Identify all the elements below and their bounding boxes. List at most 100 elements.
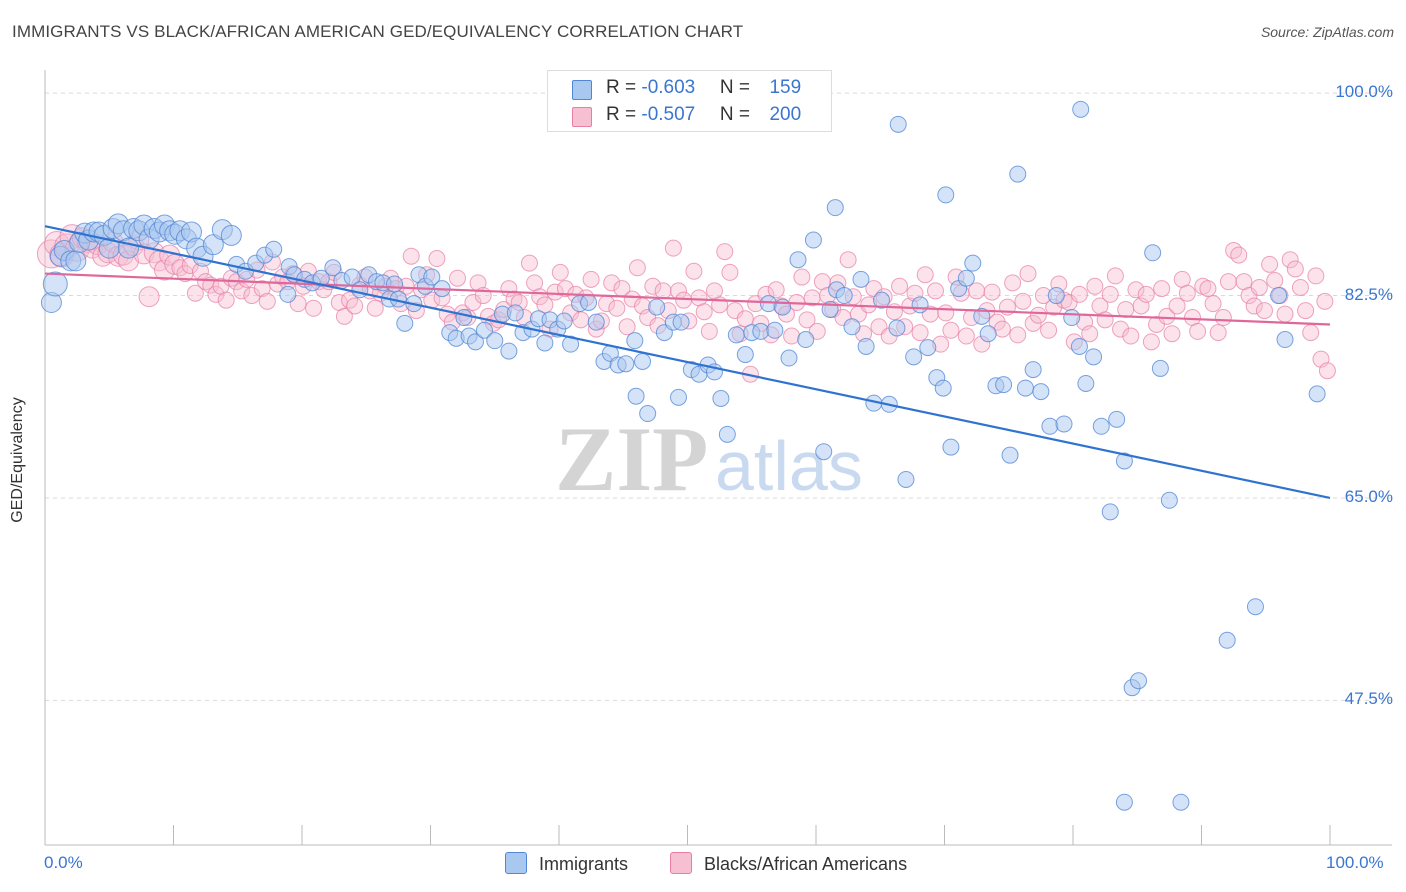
blue-point	[937, 186, 955, 204]
pink-point	[1024, 314, 1042, 332]
blue-point	[1276, 331, 1294, 349]
blue-point	[1024, 361, 1042, 379]
blue-point	[587, 313, 605, 331]
pink-point	[1204, 295, 1222, 313]
pink-point	[721, 263, 739, 281]
blue-point	[752, 322, 770, 340]
y-tick-label: 47.5%	[1344, 689, 1393, 709]
pink-point	[1122, 327, 1140, 345]
pink-point	[685, 262, 703, 280]
blue-point	[905, 348, 923, 366]
blue-point	[265, 240, 283, 258]
blue-point	[1144, 244, 1162, 262]
blue-point	[1151, 359, 1169, 377]
pink-point	[716, 243, 734, 261]
blue-point	[826, 199, 844, 217]
blue-point	[979, 325, 997, 343]
pink-point	[207, 285, 225, 303]
pink-point	[1029, 306, 1047, 324]
pink-point	[305, 299, 323, 317]
blue-point	[1055, 415, 1073, 433]
blue-point	[995, 376, 1013, 394]
pink-point	[1297, 302, 1315, 320]
pink-point	[644, 277, 662, 295]
pink-point	[1127, 281, 1145, 299]
pink-point	[736, 310, 754, 328]
pink-point	[983, 283, 1001, 301]
pink-point	[346, 297, 364, 315]
pink-point	[1009, 326, 1027, 344]
pink-point	[572, 311, 590, 329]
pink-point	[695, 303, 713, 321]
pink-point	[536, 296, 554, 314]
blue-point	[672, 313, 690, 331]
blue-point	[1160, 491, 1178, 509]
blue-point	[1077, 374, 1095, 392]
pink-point	[1302, 324, 1320, 342]
pink-point	[1316, 292, 1334, 310]
pink-point	[1163, 325, 1181, 343]
pink-point	[1199, 280, 1217, 298]
pink-point	[1281, 251, 1299, 269]
pink-point	[942, 321, 960, 339]
blue-point	[815, 443, 833, 461]
pink-point	[767, 281, 785, 299]
y-tick-label: 82.5%	[1344, 284, 1393, 304]
blue-point	[562, 335, 580, 353]
blue-point	[455, 309, 473, 327]
trend-lines	[44, 225, 1331, 500]
watermark-atlas: atlas	[715, 427, 863, 505]
pink-point	[1245, 297, 1263, 315]
pink-point	[700, 322, 718, 340]
y-tick-label: 65.0%	[1344, 486, 1393, 506]
blue-point	[396, 314, 414, 332]
legend-swatch-pink	[572, 107, 592, 127]
blue-point	[1246, 598, 1264, 616]
pink-point	[1209, 324, 1227, 342]
blue-point	[279, 285, 297, 303]
blue-point	[789, 251, 807, 269]
pink-point	[1214, 309, 1232, 327]
blue-point	[766, 321, 784, 339]
pink-point	[1230, 246, 1248, 264]
chart-title: IMMIGRANTS VS BLACK/AFRICAN AMERICAN GED…	[12, 22, 744, 41]
legend-r-label: R =	[606, 104, 642, 125]
pink-point	[911, 324, 929, 342]
pink-point	[798, 311, 816, 329]
pink-point	[1040, 321, 1058, 339]
blue-point	[1115, 793, 1133, 811]
blue-point	[1016, 379, 1034, 397]
pink-point	[808, 322, 826, 340]
blue-point	[964, 254, 982, 272]
pink-point	[186, 284, 204, 302]
legend-n-value: 159	[769, 77, 802, 98]
blue-point	[555, 312, 573, 330]
watermark-zip: ZIP	[555, 408, 708, 510]
blue-point	[386, 275, 404, 293]
pink-point	[138, 286, 160, 308]
pink-point	[1291, 278, 1309, 296]
blue-point	[1032, 383, 1050, 401]
blue-point	[888, 319, 906, 337]
legend-label-immigrants: Immigrants	[539, 854, 629, 874]
legend-item-blacks[interactable]: Blacks/African Americans	[670, 852, 907, 875]
pink-point	[253, 280, 271, 298]
pink-point	[1142, 333, 1160, 351]
pink-point	[1070, 285, 1088, 303]
pink-point	[1286, 260, 1304, 278]
pink-point	[654, 282, 672, 300]
legend-item-immigrants[interactable]: Immigrants	[505, 852, 628, 875]
pink-point	[1261, 255, 1279, 273]
blue-point	[1101, 503, 1119, 521]
pink-point	[1153, 280, 1171, 298]
blue-point	[1047, 287, 1065, 305]
pink-point	[968, 282, 986, 300]
blue-point	[727, 326, 745, 344]
pink-point	[1106, 267, 1124, 285]
pink-point	[366, 299, 384, 317]
pink-point	[916, 266, 934, 284]
axes	[44, 70, 1392, 846]
blue-point	[1108, 410, 1126, 428]
blue-point	[1072, 100, 1090, 118]
